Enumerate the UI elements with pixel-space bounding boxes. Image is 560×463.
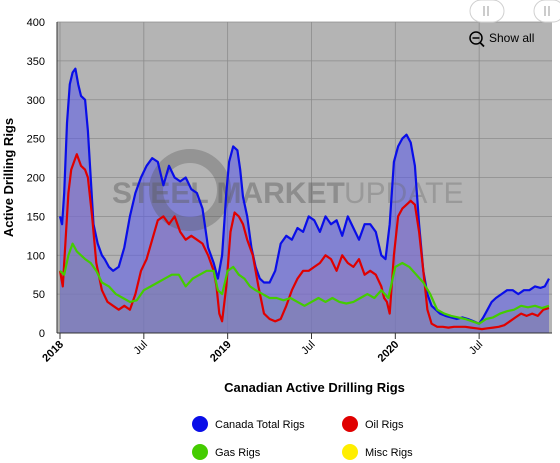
show-all-button[interactable]: Show all: [469, 31, 534, 48]
legend-item-gas-rigs[interactable]: Gas Rigs: [192, 444, 261, 460]
legend-marker: [192, 444, 208, 460]
area-canada-total-rigs: [60, 68, 549, 333]
legend-item-canada-total-rigs[interactable]: Canada Total Rigs: [192, 416, 305, 432]
line-oil-rigs: [58, 153, 550, 331]
y-tick-label: 300: [27, 95, 45, 107]
x-tick-label: 2019: [208, 339, 234, 365]
legend-label: Canada Total Rigs: [215, 419, 305, 431]
range-slider-handle[interactable]: [469, 0, 505, 23]
x-tick-label: Jul: [299, 339, 317, 357]
legend-marker: [342, 444, 358, 460]
legend-label: Misc Rigs: [365, 447, 413, 459]
series-lines: [58, 67, 550, 331]
legend-item-oil-rigs[interactable]: Oil Rigs: [342, 416, 404, 432]
watermark-globe: [149, 149, 231, 231]
y-tick-label: 50: [33, 289, 45, 301]
zoom-out-icon: [469, 31, 483, 45]
x-tick-label: 2018: [40, 339, 66, 365]
x-tick-label: 2020: [376, 339, 402, 365]
x-axis-title: Canadian Active Drilling Rigs: [224, 380, 405, 395]
legend-label: Oil Rigs: [365, 419, 404, 431]
legend-label: Gas Rigs: [215, 447, 261, 459]
axes: 0 50 100 150 200 250 300 350 400 2018 Jul 2019 Jul 20…: [1, 17, 552, 395]
legend: Canada Total Rigs Oil Rigs Gas Rigs Misc Ri…: [192, 416, 413, 460]
y-tick-label: 400: [27, 17, 45, 29]
legend-item-misc-rigs[interactable]: Misc Rigs: [342, 444, 413, 460]
x-tick-label: Jul: [467, 339, 485, 357]
legend-marker: [192, 416, 208, 432]
x-tick-label: Jul: [132, 339, 150, 357]
watermark-logo: STEEL MARKET UPDATE: [112, 149, 463, 231]
line-gas-rigs: [59, 242, 550, 325]
y-tick-label: 350: [27, 56, 45, 68]
show-all-label: Show all: [489, 31, 534, 45]
y-tick-label: 200: [27, 173, 45, 185]
y-axis-title: Active Drilling Rigs: [1, 118, 16, 237]
watermark-text-light: UPDATE: [344, 177, 463, 210]
y-tick-label: 100: [27, 250, 45, 262]
range-slider-handle-right[interactable]: [533, 0, 560, 23]
y-tick-label: 150: [27, 211, 45, 223]
watermark-text-bold: STEEL MARKET: [112, 177, 345, 210]
legend-marker: [342, 416, 358, 432]
y-tick-label: 0: [39, 328, 45, 340]
y-tick-label: 250: [27, 134, 45, 146]
area-oil-rigs: [60, 154, 549, 333]
